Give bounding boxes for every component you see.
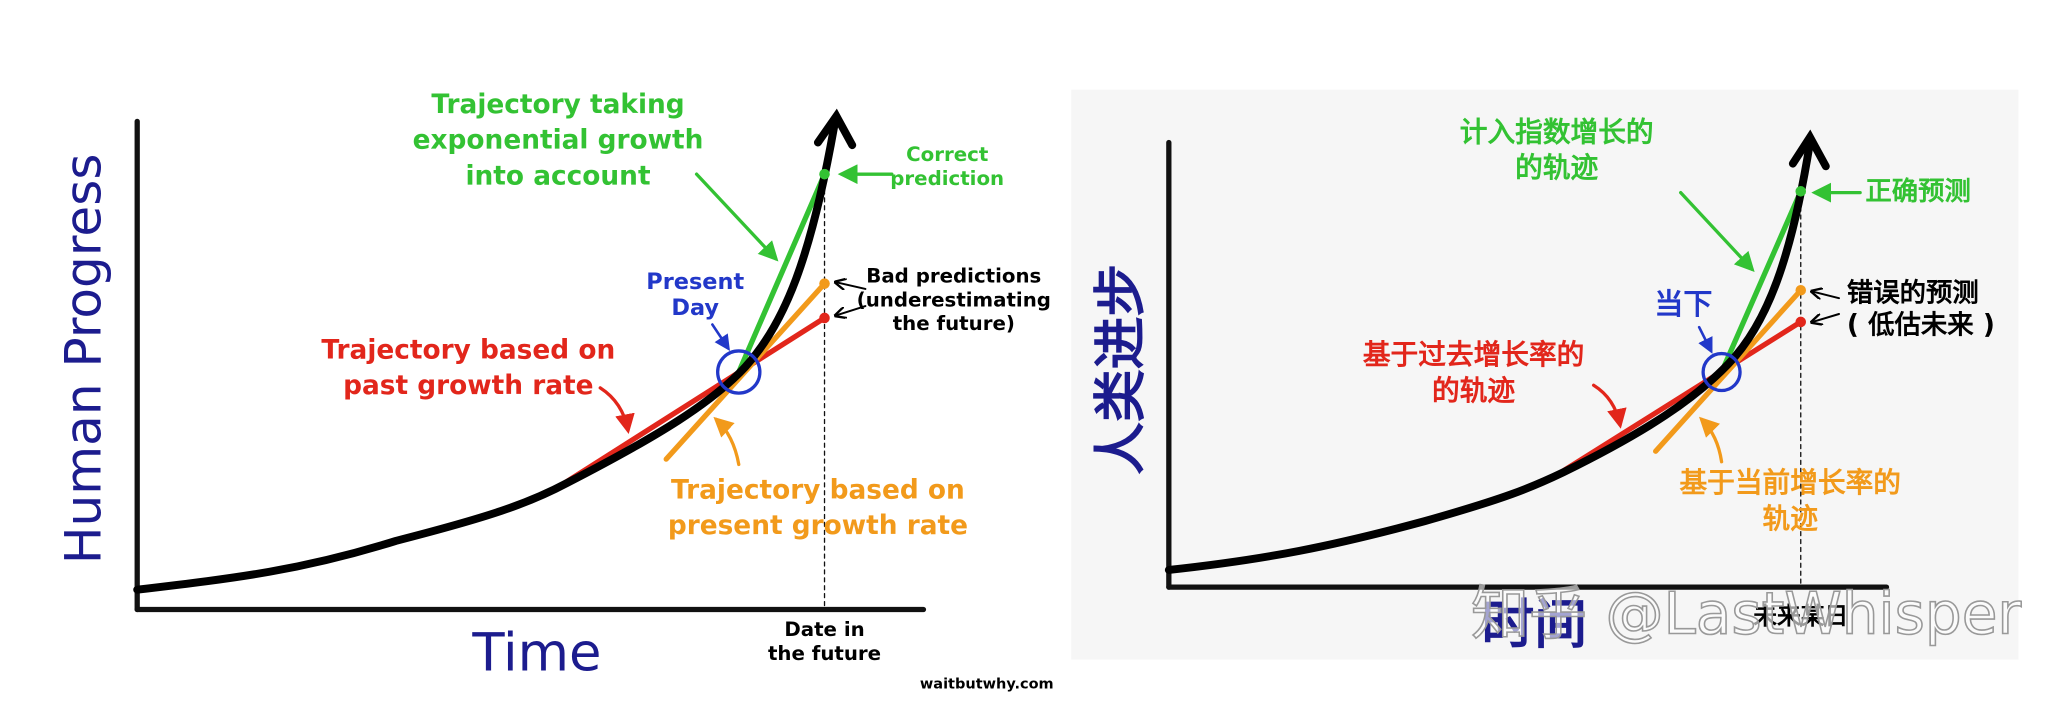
- credit: waitbutwhy.com: [920, 677, 1054, 693]
- annotation-line: 计入指数增长的: [1460, 115, 1654, 148]
- dot: [1795, 186, 1807, 197]
- annotation-line: Trajectory based on: [321, 335, 615, 365]
- annotation-line: Bad predictions: [866, 265, 1041, 288]
- green-line: [1718, 188, 1804, 375]
- arrow: [1813, 313, 1840, 322]
- dot: [1795, 284, 1807, 296]
- annotation-line: present growth rate: [668, 511, 968, 541]
- annotation-line: 未来某日: [1753, 602, 1848, 630]
- dot: [1795, 316, 1807, 328]
- annotation-line: 基于当前增长率的: [1679, 466, 1901, 499]
- arrow: [1697, 325, 1713, 354]
- x-axis-label: Time: [471, 622, 601, 683]
- right-panel: [1164, 129, 1890, 590]
- y-axis-label: Human Progress: [54, 154, 113, 565]
- annotation-line: Correct: [906, 143, 988, 166]
- annotation-line: Present: [646, 269, 744, 295]
- annotation-line: 错误的预测: [1847, 278, 1979, 309]
- arrow: [1699, 416, 1724, 464]
- annotations: Trajectory taking exponential growth into …: [321, 90, 1994, 665]
- arrow: [694, 172, 779, 262]
- arrow: [836, 305, 867, 315]
- annotation-line: the future: [768, 642, 881, 665]
- dot: [819, 168, 830, 180]
- annotation-line: 的轨迹: [1515, 151, 1598, 184]
- annotation-line: ( 低估未来 ): [1847, 310, 1995, 340]
- annotation-line: past growth rate: [343, 371, 593, 401]
- y-axis-label: 人类进步: [1091, 264, 1152, 475]
- annotation-line: 当下: [1654, 287, 1712, 321]
- arrow: [711, 323, 730, 351]
- green-line: [736, 171, 828, 375]
- annotation-line: Trajectory based on: [671, 475, 965, 505]
- red-line: [558, 315, 828, 489]
- progress-curve: [1164, 138, 1814, 574]
- annotation-line: Day: [671, 295, 719, 321]
- curve-arrowhead: [1788, 129, 1830, 171]
- x-axis-label: 时间: [1482, 595, 1588, 656]
- present-circle: [716, 349, 762, 395]
- annotation-line: 基于过去增长率的: [1363, 338, 1585, 371]
- annotation-line: prediction: [890, 167, 1004, 190]
- present-circle: [1701, 351, 1742, 393]
- arrow: [1679, 190, 1755, 273]
- dot: [819, 312, 830, 324]
- dot: [819, 278, 830, 289]
- annotation-line: exponential growth: [413, 126, 704, 156]
- arrow: [1591, 383, 1627, 429]
- annotation-line: Trajectory taking: [431, 90, 684, 120]
- arrow: [836, 282, 867, 289]
- progress-curve: [133, 117, 840, 594]
- watermark: 知乎 @LastWhisper: [1471, 580, 2021, 648]
- red-line: [1554, 319, 1804, 478]
- curve-arrowhead: [813, 108, 857, 150]
- arrow: [598, 386, 635, 434]
- annotation-line: the future): [893, 312, 1015, 335]
- annotation-line: (underestimating: [857, 288, 1051, 311]
- arrow: [713, 416, 741, 467]
- annotation-line: into account: [465, 161, 650, 191]
- annotation-line: 的轨迹: [1432, 374, 1515, 407]
- arrow: [1813, 292, 1840, 299]
- orange-line: [1652, 287, 1804, 454]
- annotation-line: Date in: [784, 618, 864, 641]
- annotation-line: 轨迹: [1763, 502, 1819, 535]
- annotation-line: 正确预测: [1865, 176, 1971, 207]
- left-panel: [133, 108, 927, 613]
